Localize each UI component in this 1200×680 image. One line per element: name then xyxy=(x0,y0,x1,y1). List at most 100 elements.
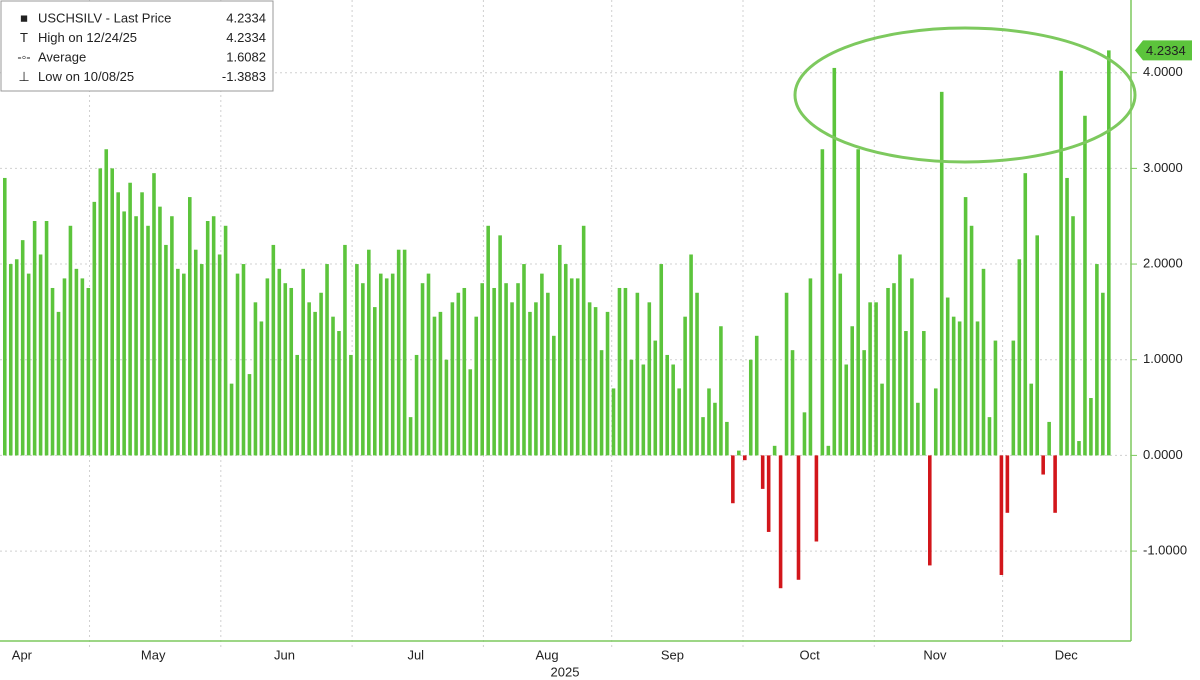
legend-value: 4.2334 xyxy=(226,10,266,25)
bar xyxy=(910,278,914,456)
bar xyxy=(552,335,556,456)
bar xyxy=(14,259,19,456)
bar xyxy=(641,364,646,456)
bar xyxy=(653,340,658,456)
bar xyxy=(134,216,138,456)
bar xyxy=(766,455,771,532)
last-price-label: 4.2334 xyxy=(1146,43,1186,58)
bar xyxy=(122,211,126,456)
bar xyxy=(86,287,91,456)
bar xyxy=(868,302,872,456)
bar xyxy=(408,417,413,456)
bar xyxy=(683,316,687,456)
bar xyxy=(146,225,150,456)
bar xyxy=(838,273,843,456)
bar xyxy=(367,249,371,456)
bar xyxy=(1071,216,1075,456)
x-tick-label: Oct xyxy=(800,647,821,662)
bar xyxy=(271,244,276,456)
bar xyxy=(355,264,359,456)
bar xyxy=(731,455,735,504)
bar xyxy=(170,216,174,456)
bar xyxy=(933,388,938,456)
bar xyxy=(999,455,1004,575)
bar xyxy=(205,221,210,456)
bar xyxy=(760,455,765,489)
bar xyxy=(396,249,401,456)
bar xyxy=(343,244,347,456)
x-tick-label: Aug xyxy=(535,647,558,662)
bar xyxy=(414,354,419,456)
bar xyxy=(492,287,496,456)
bar xyxy=(969,225,974,456)
x-axis-label: 2025 xyxy=(551,664,580,679)
bars xyxy=(3,50,1111,589)
bar xyxy=(719,326,723,456)
bar xyxy=(599,350,604,456)
bar xyxy=(104,149,109,456)
bar xyxy=(922,331,926,456)
bar xyxy=(820,149,825,456)
bar xyxy=(1077,441,1081,456)
bar xyxy=(754,335,759,456)
legend-label: USCHSILV - Last Price xyxy=(38,10,171,25)
bar xyxy=(50,287,55,456)
bar xyxy=(945,297,950,456)
bar xyxy=(725,421,729,456)
bar xyxy=(659,264,664,456)
bar xyxy=(217,254,222,456)
bar xyxy=(569,278,574,456)
bar xyxy=(635,292,640,456)
bar xyxy=(199,264,204,456)
bar xyxy=(211,216,216,456)
bar xyxy=(295,354,299,456)
bar xyxy=(796,455,801,580)
bar xyxy=(528,311,532,456)
bar xyxy=(510,302,514,456)
bar xyxy=(939,91,944,456)
bar xyxy=(26,273,31,456)
bar xyxy=(62,278,67,456)
bar xyxy=(605,311,610,456)
bar xyxy=(80,278,85,456)
bar xyxy=(790,350,795,456)
bar xyxy=(695,292,699,456)
bar xyxy=(826,445,831,456)
bar xyxy=(772,445,777,456)
bar xyxy=(981,268,986,456)
bar xyxy=(56,311,61,456)
bar xyxy=(235,273,240,456)
bar xyxy=(1083,115,1087,456)
bar xyxy=(289,287,294,456)
bar xyxy=(480,283,484,456)
x-tick-label: Sep xyxy=(661,647,684,662)
bar xyxy=(904,331,908,456)
bar xyxy=(20,240,25,456)
bar xyxy=(384,278,389,456)
bar xyxy=(957,321,962,456)
bar xyxy=(438,311,443,456)
bar xyxy=(748,359,753,456)
bar xyxy=(1065,177,1069,456)
bar xyxy=(516,283,520,456)
bar xyxy=(188,197,192,456)
y-tick-label: 3.0000 xyxy=(1143,160,1183,175)
bar xyxy=(862,350,866,456)
x-tick-label: Dec xyxy=(1055,647,1079,662)
bar xyxy=(951,316,956,456)
bar xyxy=(450,302,455,456)
bar xyxy=(898,254,902,456)
bar xyxy=(32,221,37,456)
bar xyxy=(647,302,652,456)
last-price-tag xyxy=(1135,40,1192,61)
bar xyxy=(832,67,837,456)
legend-value: 4.2334 xyxy=(226,30,266,45)
bar xyxy=(916,402,920,456)
bar xyxy=(432,316,437,456)
legend-label: High on 12/24/25 xyxy=(38,30,137,45)
bar xyxy=(963,197,968,456)
bar xyxy=(128,182,132,456)
bar xyxy=(337,331,341,456)
bar xyxy=(611,388,616,456)
bar xyxy=(504,283,508,456)
